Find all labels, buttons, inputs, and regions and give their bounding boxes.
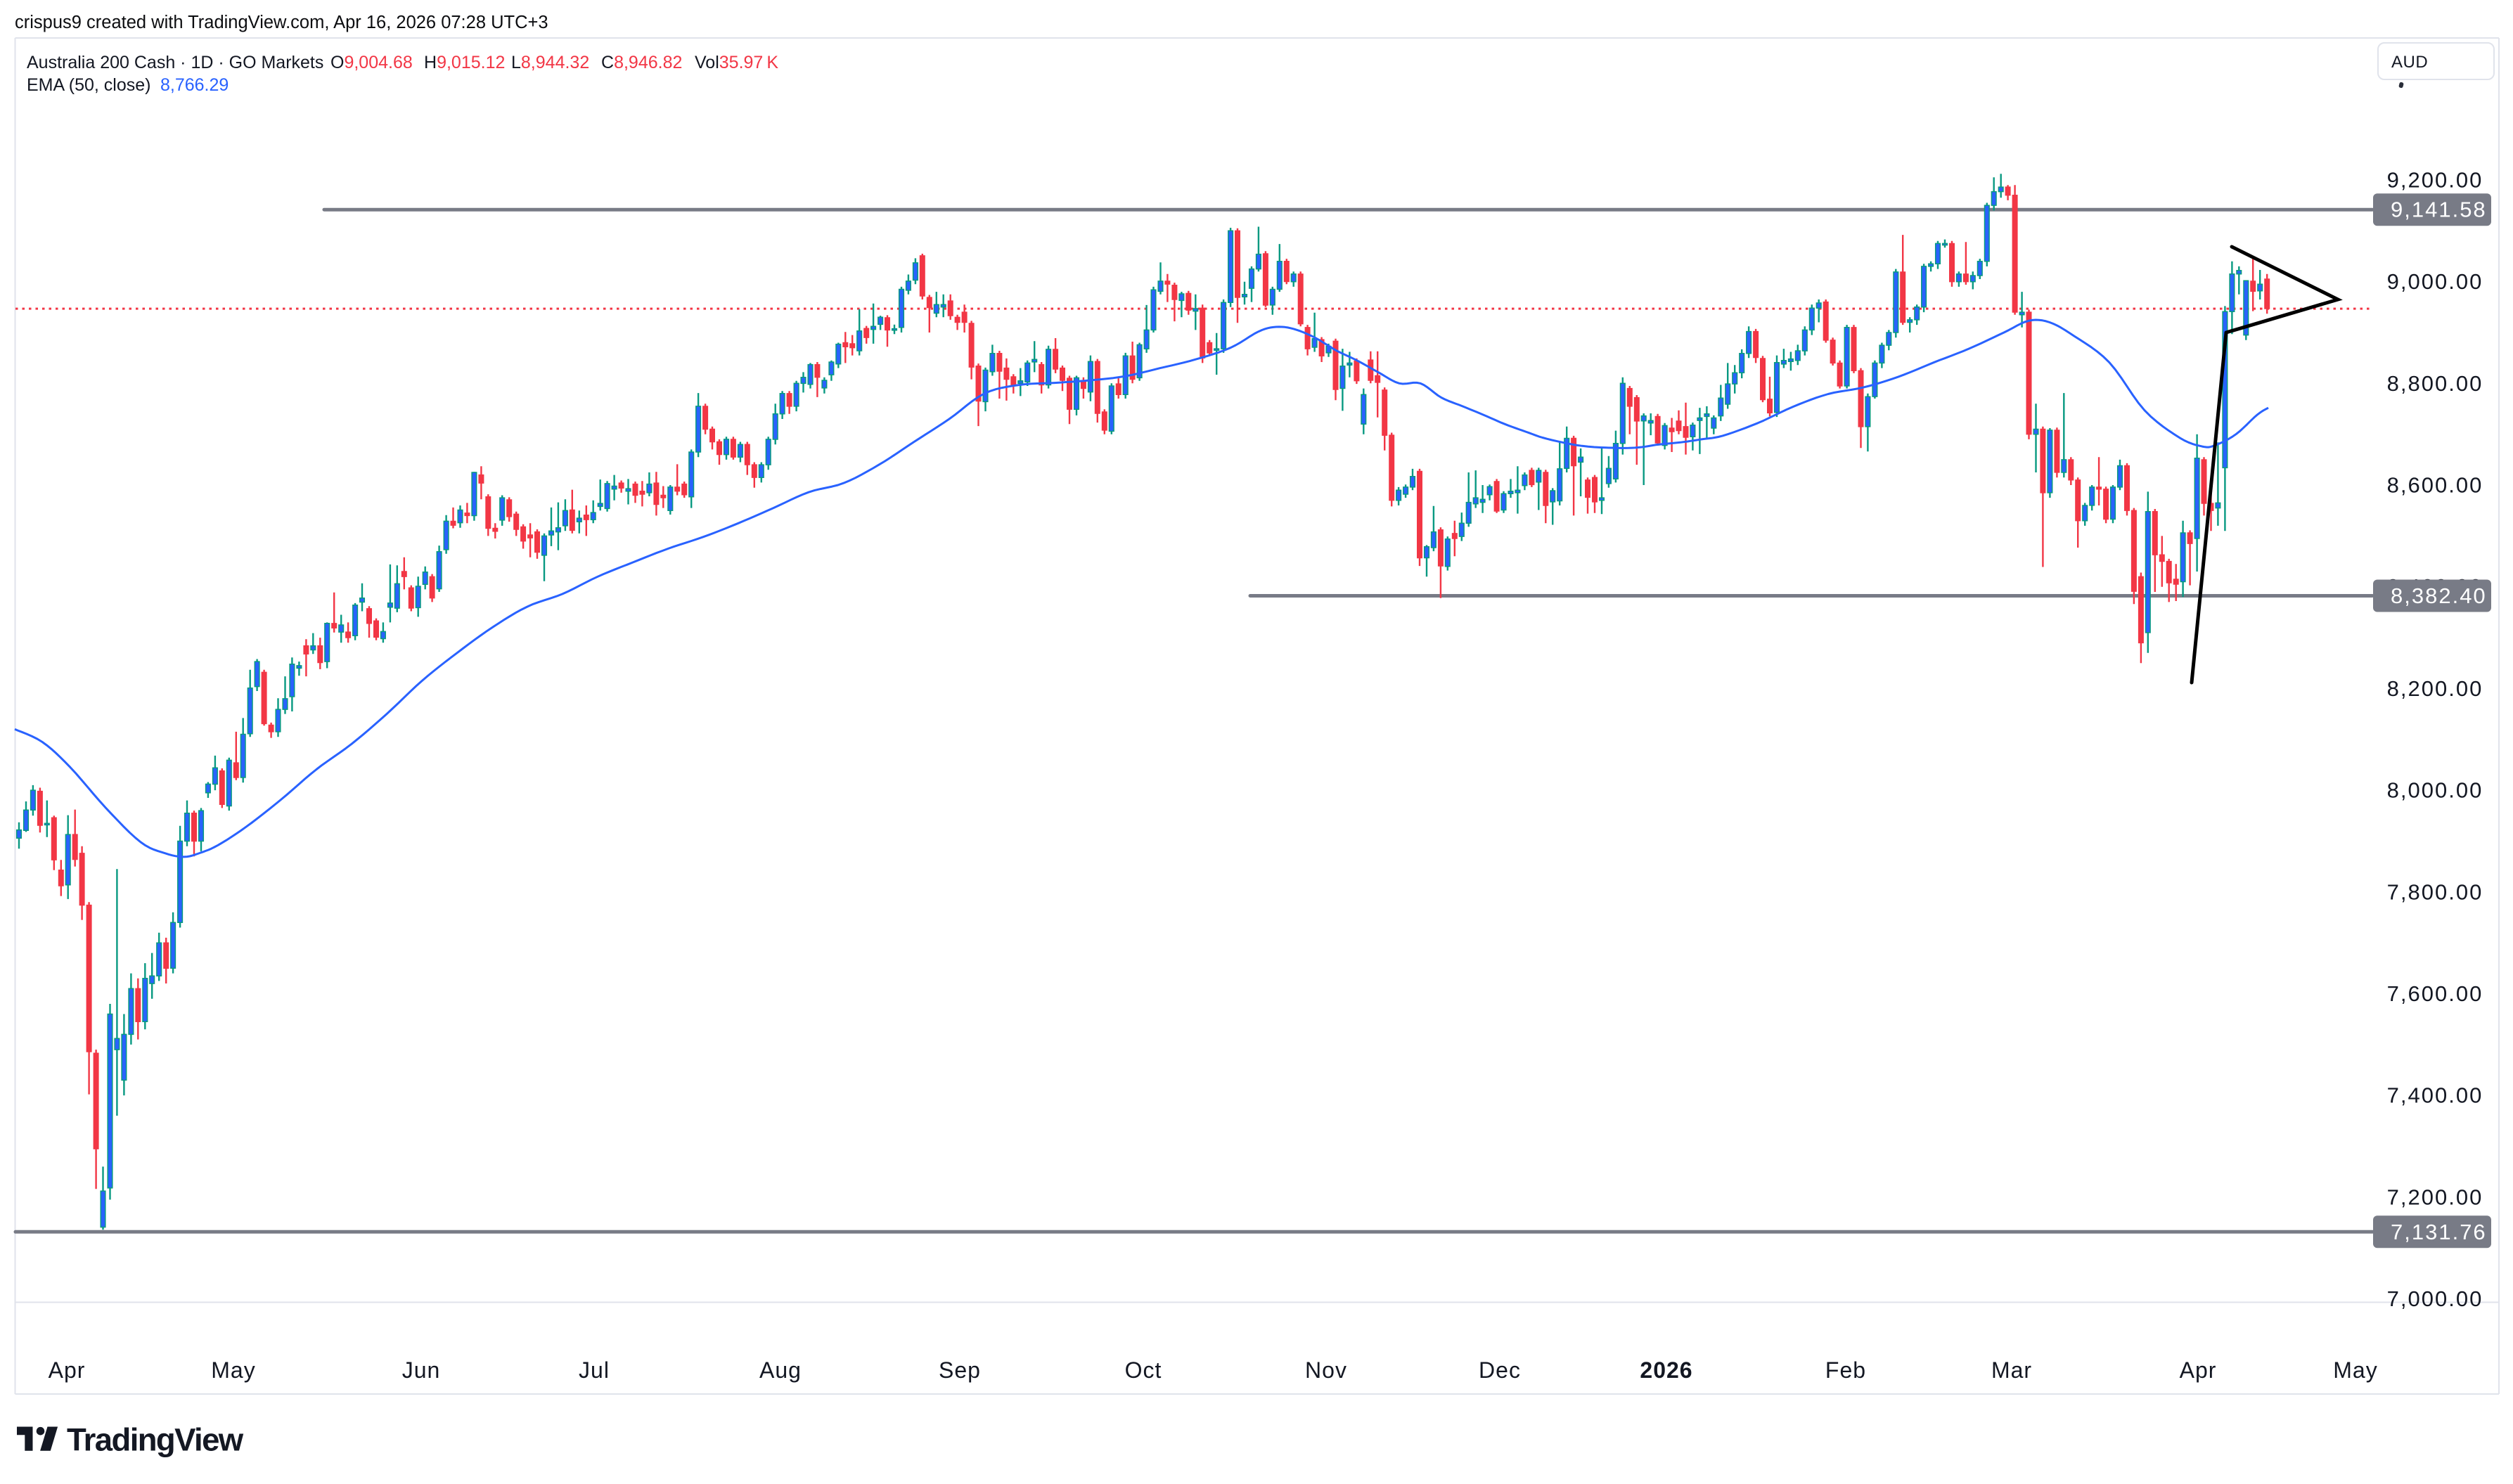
svg-text:L8,944.32: L8,944.32	[511, 53, 589, 72]
svg-text:Australia 200 Cash · 1D · GO M: Australia 200 Cash · 1D · GO Markets	[27, 53, 323, 72]
svg-text:EMA (50, close): EMA (50, close)	[27, 75, 150, 95]
svg-text:8,200.00: 8,200.00	[2387, 676, 2483, 701]
svg-text:Mar: Mar	[1991, 1357, 2032, 1383]
svg-text:Dec: Dec	[1479, 1357, 1521, 1383]
svg-text:8,600.00: 8,600.00	[2387, 473, 2483, 498]
svg-text:May: May	[211, 1357, 255, 1383]
svg-text:9,200.00: 9,200.00	[2387, 168, 2483, 193]
svg-text:8,766.29: 8,766.29	[160, 75, 229, 95]
svg-text:O9,004.68: O9,004.68	[330, 53, 413, 72]
svg-text:Apr: Apr	[49, 1357, 86, 1383]
svg-text:Jul: Jul	[579, 1357, 610, 1383]
svg-text:7,600.00: 7,600.00	[2387, 981, 2483, 1006]
svg-text:7,200.00: 7,200.00	[2387, 1185, 2483, 1209]
svg-text:9,141.58: 9,141.58	[2391, 198, 2487, 222]
svg-text:8,000.00: 8,000.00	[2387, 778, 2483, 803]
svg-text:8,800.00: 8,800.00	[2387, 371, 2483, 396]
svg-text:TradingView: TradingView	[67, 1422, 244, 1458]
svg-text:Oct: Oct	[1125, 1357, 1162, 1383]
svg-text:Apr: Apr	[2180, 1357, 2217, 1383]
svg-text:Sep: Sep	[939, 1357, 981, 1383]
svg-text:8,382.40: 8,382.40	[2391, 583, 2487, 608]
svg-text:Vol35.97 K: Vol35.97 K	[695, 53, 778, 72]
svg-text:C8,946.82: C8,946.82	[601, 53, 682, 72]
svg-text:crispus9 created with TradingV: crispus9 created with TradingView.com, A…	[15, 13, 548, 32]
svg-text:Jun: Jun	[402, 1357, 441, 1383]
svg-text:Aug: Aug	[759, 1357, 802, 1383]
svg-text:May: May	[2333, 1357, 2377, 1383]
svg-text:7,400.00: 7,400.00	[2387, 1083, 2483, 1108]
svg-text:2026: 2026	[1640, 1357, 1692, 1383]
svg-text:Feb: Feb	[1825, 1357, 1866, 1383]
svg-text:7,131.76: 7,131.76	[2391, 1220, 2487, 1244]
svg-text:Nov: Nov	[1305, 1357, 1347, 1383]
svg-text:9,000.00: 9,000.00	[2387, 269, 2483, 294]
svg-text:7,800.00: 7,800.00	[2387, 879, 2483, 904]
svg-text:H9,015.12: H9,015.12	[424, 53, 505, 72]
svg-text:7,000.00: 7,000.00	[2387, 1286, 2483, 1311]
svg-text:AUD: AUD	[2391, 53, 2428, 72]
